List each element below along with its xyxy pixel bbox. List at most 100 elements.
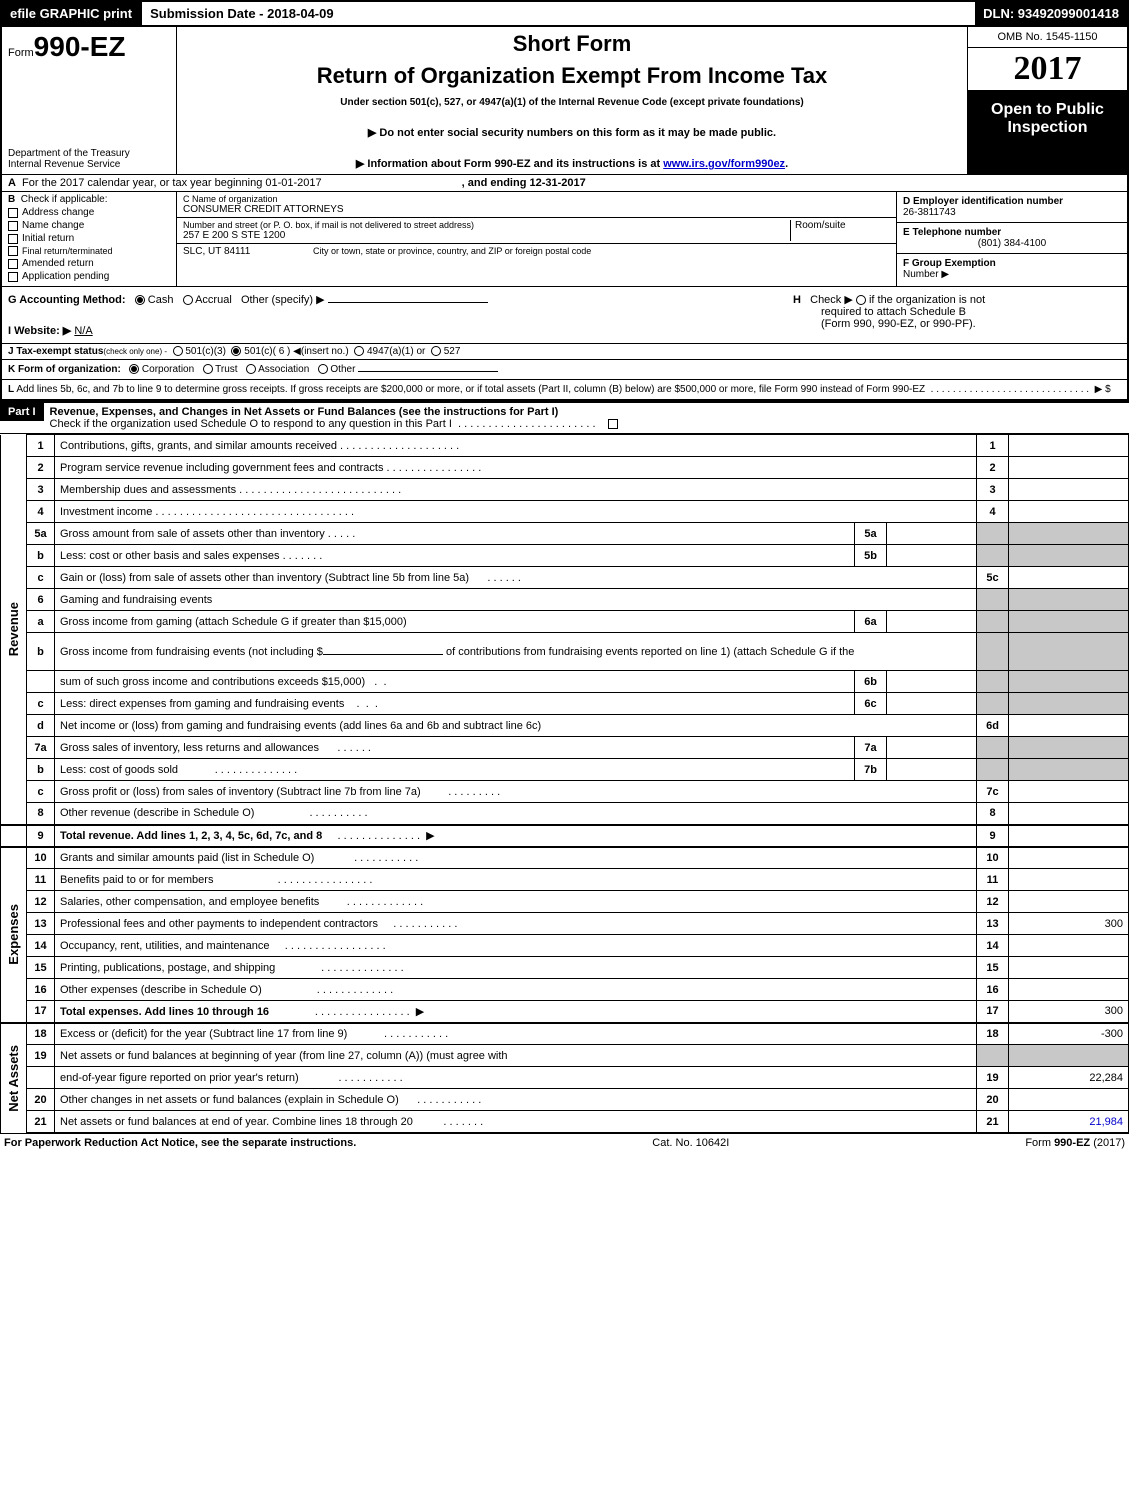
opt-final-return: Final return/terminated (22, 246, 113, 256)
ein-value: 26-3811743 (903, 207, 956, 218)
shaded-6a-v (1009, 611, 1129, 633)
radio-other-org[interactable] (318, 364, 328, 374)
line-6d-num: d (27, 715, 55, 737)
line-4-num: 4 (27, 501, 55, 523)
shaded-6b2 (977, 671, 1009, 693)
line-1-box: 1 (977, 435, 1009, 457)
line-5c-val (1009, 567, 1129, 589)
row-a-text1: For the 2017 calendar year, or tax year … (22, 177, 322, 189)
street-address: 257 E 200 S STE 1200 (183, 230, 790, 241)
radio-501c3[interactable] (173, 346, 183, 356)
lines-table: Revenue 1 Contributions, gifts, grants, … (0, 434, 1129, 1133)
short-form-title: Short Form (183, 31, 961, 57)
line-15-val (1009, 957, 1129, 979)
checkbox-final-return[interactable] (8, 246, 18, 256)
h-label: H (793, 294, 801, 306)
line-11-box: 11 (977, 869, 1009, 891)
radio-trust[interactable] (203, 364, 213, 374)
line-17-num: 17 (27, 1001, 55, 1023)
shaded-7b (977, 759, 1009, 781)
checkbox-schedule-b[interactable] (856, 295, 866, 305)
info-grid: B Check if applicable: Address change Na… (2, 192, 1127, 287)
line-14-num: 14 (27, 935, 55, 957)
line-5b-subval (887, 545, 977, 567)
radio-cash[interactable] (135, 295, 145, 305)
line-6c-subval (887, 693, 977, 715)
line-15-desc: Printing, publications, postage, and shi… (55, 957, 977, 979)
radio-501c[interactable] (231, 346, 241, 356)
line-16-num: 16 (27, 979, 55, 1001)
website-value: N/A (74, 325, 92, 337)
line-21-val: 21,984 (1009, 1111, 1129, 1133)
line-2-desc: Program service revenue including govern… (55, 457, 977, 479)
line-6-desc: Gaming and fundraising events (55, 589, 977, 611)
radio-527[interactable] (431, 346, 441, 356)
checkbox-amended[interactable] (8, 259, 18, 269)
line-17-val: 300 (1009, 1001, 1129, 1023)
sidebar-netassets: Net Assets (1, 1023, 27, 1133)
line-5b-desc: Less: cost or other basis and sales expe… (55, 545, 855, 567)
radio-association[interactable] (246, 364, 256, 374)
shaded-7b-v (1009, 759, 1129, 781)
checkbox-name-change[interactable] (8, 221, 18, 231)
line-20-num: 20 (27, 1089, 55, 1111)
shaded-5a-v (1009, 523, 1129, 545)
shaded-19 (977, 1045, 1009, 1067)
l-text: Add lines 5b, 6c, and 7b to line 9 to de… (16, 384, 925, 395)
checkbox-address-change[interactable] (8, 208, 18, 218)
line-14-val (1009, 935, 1129, 957)
form-number: 990-EZ (34, 31, 126, 63)
city-state-zip: SLC, UT 84111 (183, 246, 313, 257)
accrual-label: Accrual (195, 294, 232, 306)
room-suite-label: Room/suite (790, 220, 890, 241)
line-13-num: 13 (27, 913, 55, 935)
checkbox-schedule-o[interactable] (608, 419, 618, 429)
line-4-desc: Investment income . . . . . . . . . . . … (55, 501, 977, 523)
line-6c-num: c (27, 693, 55, 715)
opt-app-pending: Application pending (22, 271, 109, 282)
radio-corporation[interactable] (129, 364, 139, 374)
line-20-desc: Other changes in net assets or fund bala… (55, 1089, 977, 1111)
form-prefix: Form (8, 47, 34, 59)
line-19-val: 22,284 (1009, 1067, 1129, 1089)
line-21-box: 21 (977, 1111, 1009, 1133)
checkbox-app-pending[interactable] (8, 272, 18, 282)
dln-number: DLN: 93492099001418 (975, 2, 1127, 25)
line-12-box: 12 (977, 891, 1009, 913)
line-12-desc: Salaries, other compensation, and employ… (55, 891, 977, 913)
shaded-6c (977, 693, 1009, 715)
line-7a-sublabel: 7a (855, 737, 887, 759)
line-9-desc: Total revenue. Add lines 1, 2, 3, 4, 5c,… (55, 825, 977, 847)
checkbox-initial-return[interactable] (8, 234, 18, 244)
line-12-val (1009, 891, 1129, 913)
line-5c-box: 5c (977, 567, 1009, 589)
form-header: Form 990-EZ Department of the Treasury I… (0, 27, 1129, 174)
line-7a-subval (887, 737, 977, 759)
line-17-box: 17 (977, 1001, 1009, 1023)
line-7a-num: 7a (27, 737, 55, 759)
irs-link[interactable]: www.irs.gov/form990ez (663, 158, 785, 170)
line-20-val (1009, 1089, 1129, 1111)
line-7c-desc: Gross profit or (loss) from sales of inv… (55, 781, 977, 803)
shaded-7a (977, 737, 1009, 759)
sidebar-revenue: Revenue (1, 435, 27, 825)
line-2-box: 2 (977, 457, 1009, 479)
line-14-desc: Occupancy, rent, utilities, and maintena… (55, 935, 977, 957)
line-5b-sublabel: 5b (855, 545, 887, 567)
line-6c-sublabel: 6c (855, 693, 887, 715)
line-11-num: 11 (27, 869, 55, 891)
line-6d-box: 6d (977, 715, 1009, 737)
j-label: J Tax-exempt status (8, 346, 103, 357)
line-6b-subval (887, 671, 977, 693)
j-o3: 4947(a)(1) or (367, 346, 425, 357)
irs-label: Internal Revenue Service (8, 159, 170, 170)
line-3-box: 3 (977, 479, 1009, 501)
radio-4947[interactable] (354, 346, 364, 356)
line-3-val (1009, 479, 1129, 501)
k-row: K Form of organization: Corporation Trus… (2, 360, 1127, 380)
line-10-desc: Grants and similar amounts paid (list in… (55, 847, 977, 869)
check-if-applicable: Check if applicable: (21, 194, 108, 205)
opt-address-change: Address change (22, 207, 94, 218)
radio-accrual[interactable] (183, 295, 193, 305)
line-6b-desc3: sum of such gross income and contributio… (55, 671, 855, 693)
